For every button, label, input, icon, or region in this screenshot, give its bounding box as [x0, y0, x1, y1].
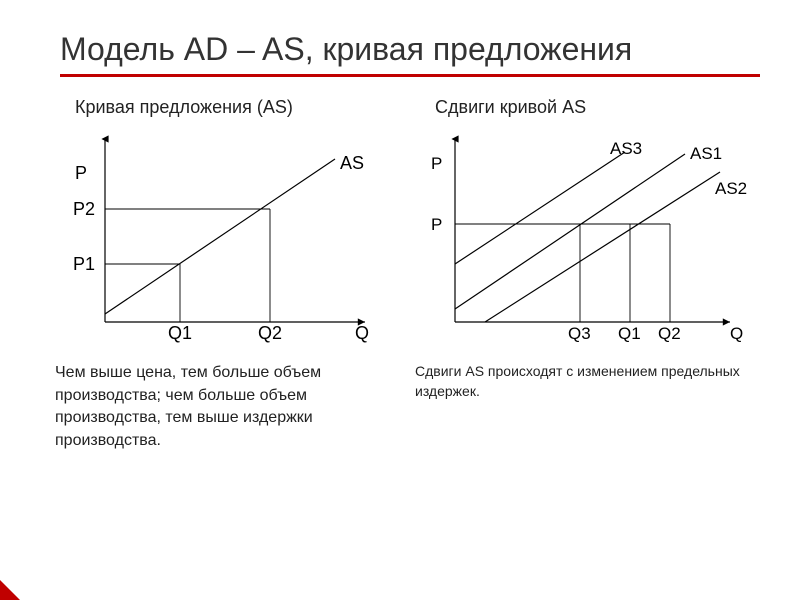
svg-text:Q1: Q1 [618, 324, 641, 343]
svg-text:P: P [431, 154, 442, 173]
right-caption: Сдвиги AS происходят с изменением предел… [415, 362, 745, 401]
svg-text:P2: P2 [73, 199, 95, 219]
svg-text:P: P [431, 215, 442, 234]
content-area: Кривая предложения (AS) P Q AS P2 P1 Q1 Q2 Чем… [0, 87, 800, 557]
left-caption: Чем выше цена, тем больше объем производ… [55, 362, 375, 452]
right-chart: P Q AS3 AS1 AS2 P Q3 Q1 Q2 [415, 124, 745, 354]
left-chart-svg: P Q AS P2 P1 Q1 Q2 [55, 124, 385, 354]
svg-text:P1: P1 [73, 254, 95, 274]
title-block: Модель AD – AS, кривая предложения [0, 0, 800, 87]
svg-text:Q1: Q1 [168, 323, 192, 343]
corner-accent-icon [0, 580, 20, 600]
left-panel-title: Кривая предложения (AS) [55, 97, 400, 118]
svg-text:Q2: Q2 [658, 324, 681, 343]
title-rule [60, 74, 760, 77]
right-chart-svg: P Q AS3 AS1 AS2 P Q3 Q1 Q2 [415, 124, 755, 354]
svg-text:Q: Q [355, 323, 369, 343]
right-panel: Сдвиги кривой AS P Q AS3 AS1 AS2 P Q3 Q1 Q2 Сдви… [415, 97, 775, 401]
svg-text:AS2: AS2 [715, 179, 747, 198]
svg-text:Q3: Q3 [568, 324, 591, 343]
svg-text:Q2: Q2 [258, 323, 282, 343]
page-title: Модель AD – AS, кривая предложения [60, 30, 760, 68]
svg-text:AS3: AS3 [610, 139, 642, 158]
svg-text:AS1: AS1 [690, 144, 722, 163]
svg-text:AS: AS [340, 153, 364, 173]
left-chart: P Q AS P2 P1 Q1 Q2 [55, 124, 385, 354]
svg-text:P: P [75, 163, 87, 183]
svg-text:Q: Q [730, 324, 743, 343]
left-panel: Кривая предложения (AS) P Q AS P2 P1 Q1 Q2 Чем… [55, 97, 400, 452]
right-panel-title: Сдвиги кривой AS [415, 97, 775, 118]
